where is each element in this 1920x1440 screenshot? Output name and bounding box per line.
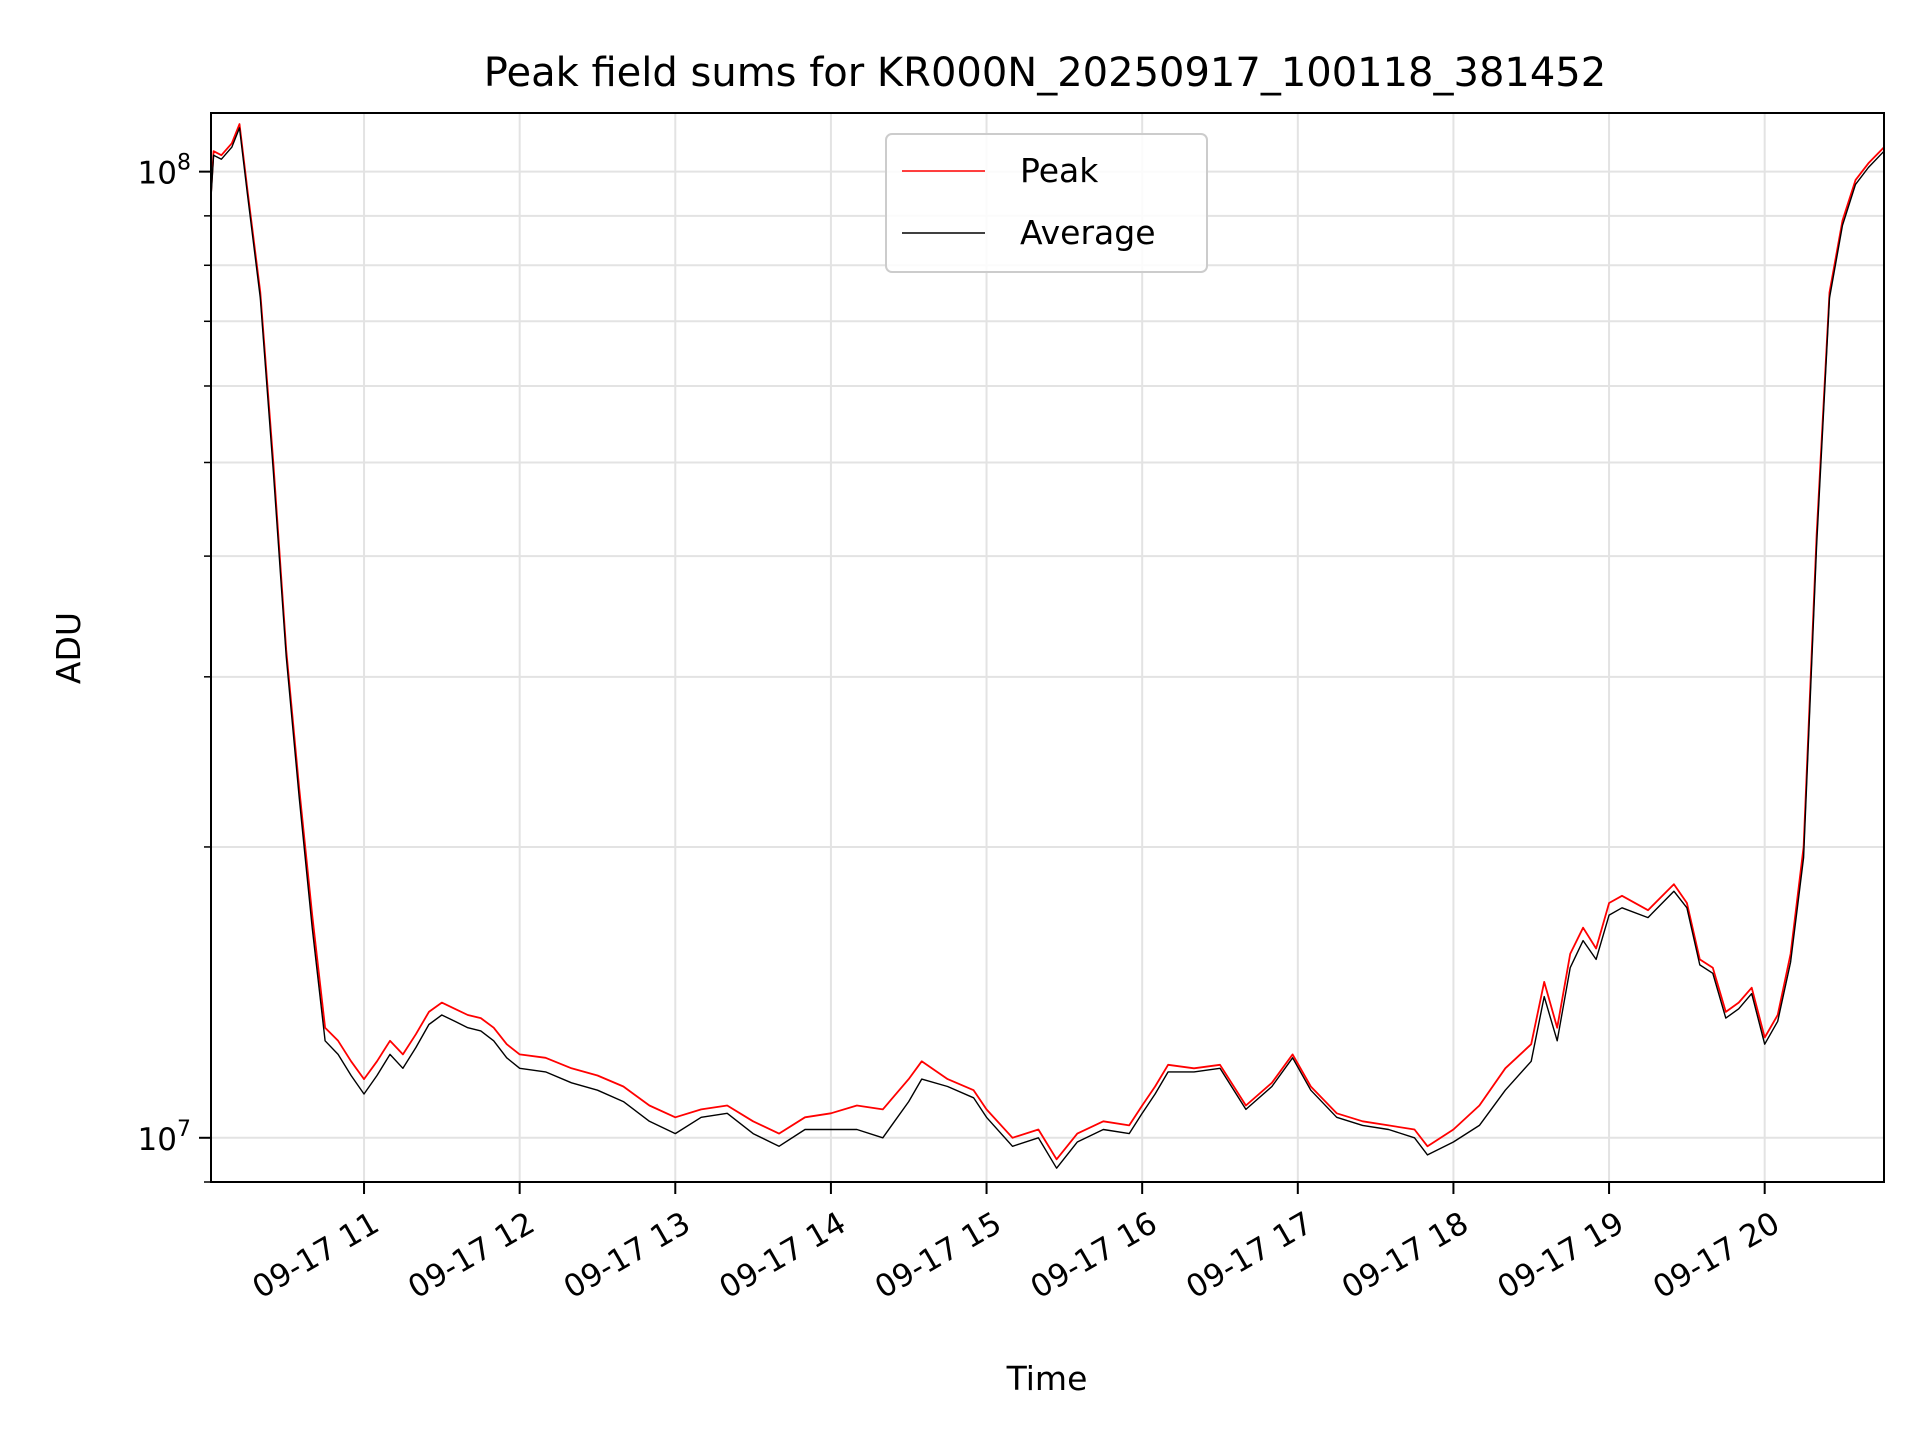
legend-box: [885, 133, 1208, 273]
y-axis-label: ADU: [49, 612, 88, 684]
x-axis-label: Time: [1006, 1359, 1088, 1398]
plot-frame: [210, 112, 1885, 1183]
chart-title: Peak field sums for KR000N_20250917_1001…: [484, 50, 1606, 96]
legend-label-average: Average: [1020, 213, 1156, 252]
legend-label-peak: Peak: [1020, 151, 1099, 190]
y-tick-base: 10: [138, 156, 177, 192]
y-tick-label: 108: [138, 151, 191, 192]
y-tick-label: 107: [138, 1117, 191, 1158]
series-line-average: [210, 127, 1885, 1169]
plot-series: [210, 123, 1885, 1169]
legend: Peak Average: [885, 133, 1208, 273]
y-tick-exponent: 8: [177, 151, 191, 176]
y-tick-exponent: 7: [177, 1117, 191, 1142]
y-tick-base: 10: [138, 1122, 177, 1158]
series-line-peak: [210, 123, 1885, 1161]
